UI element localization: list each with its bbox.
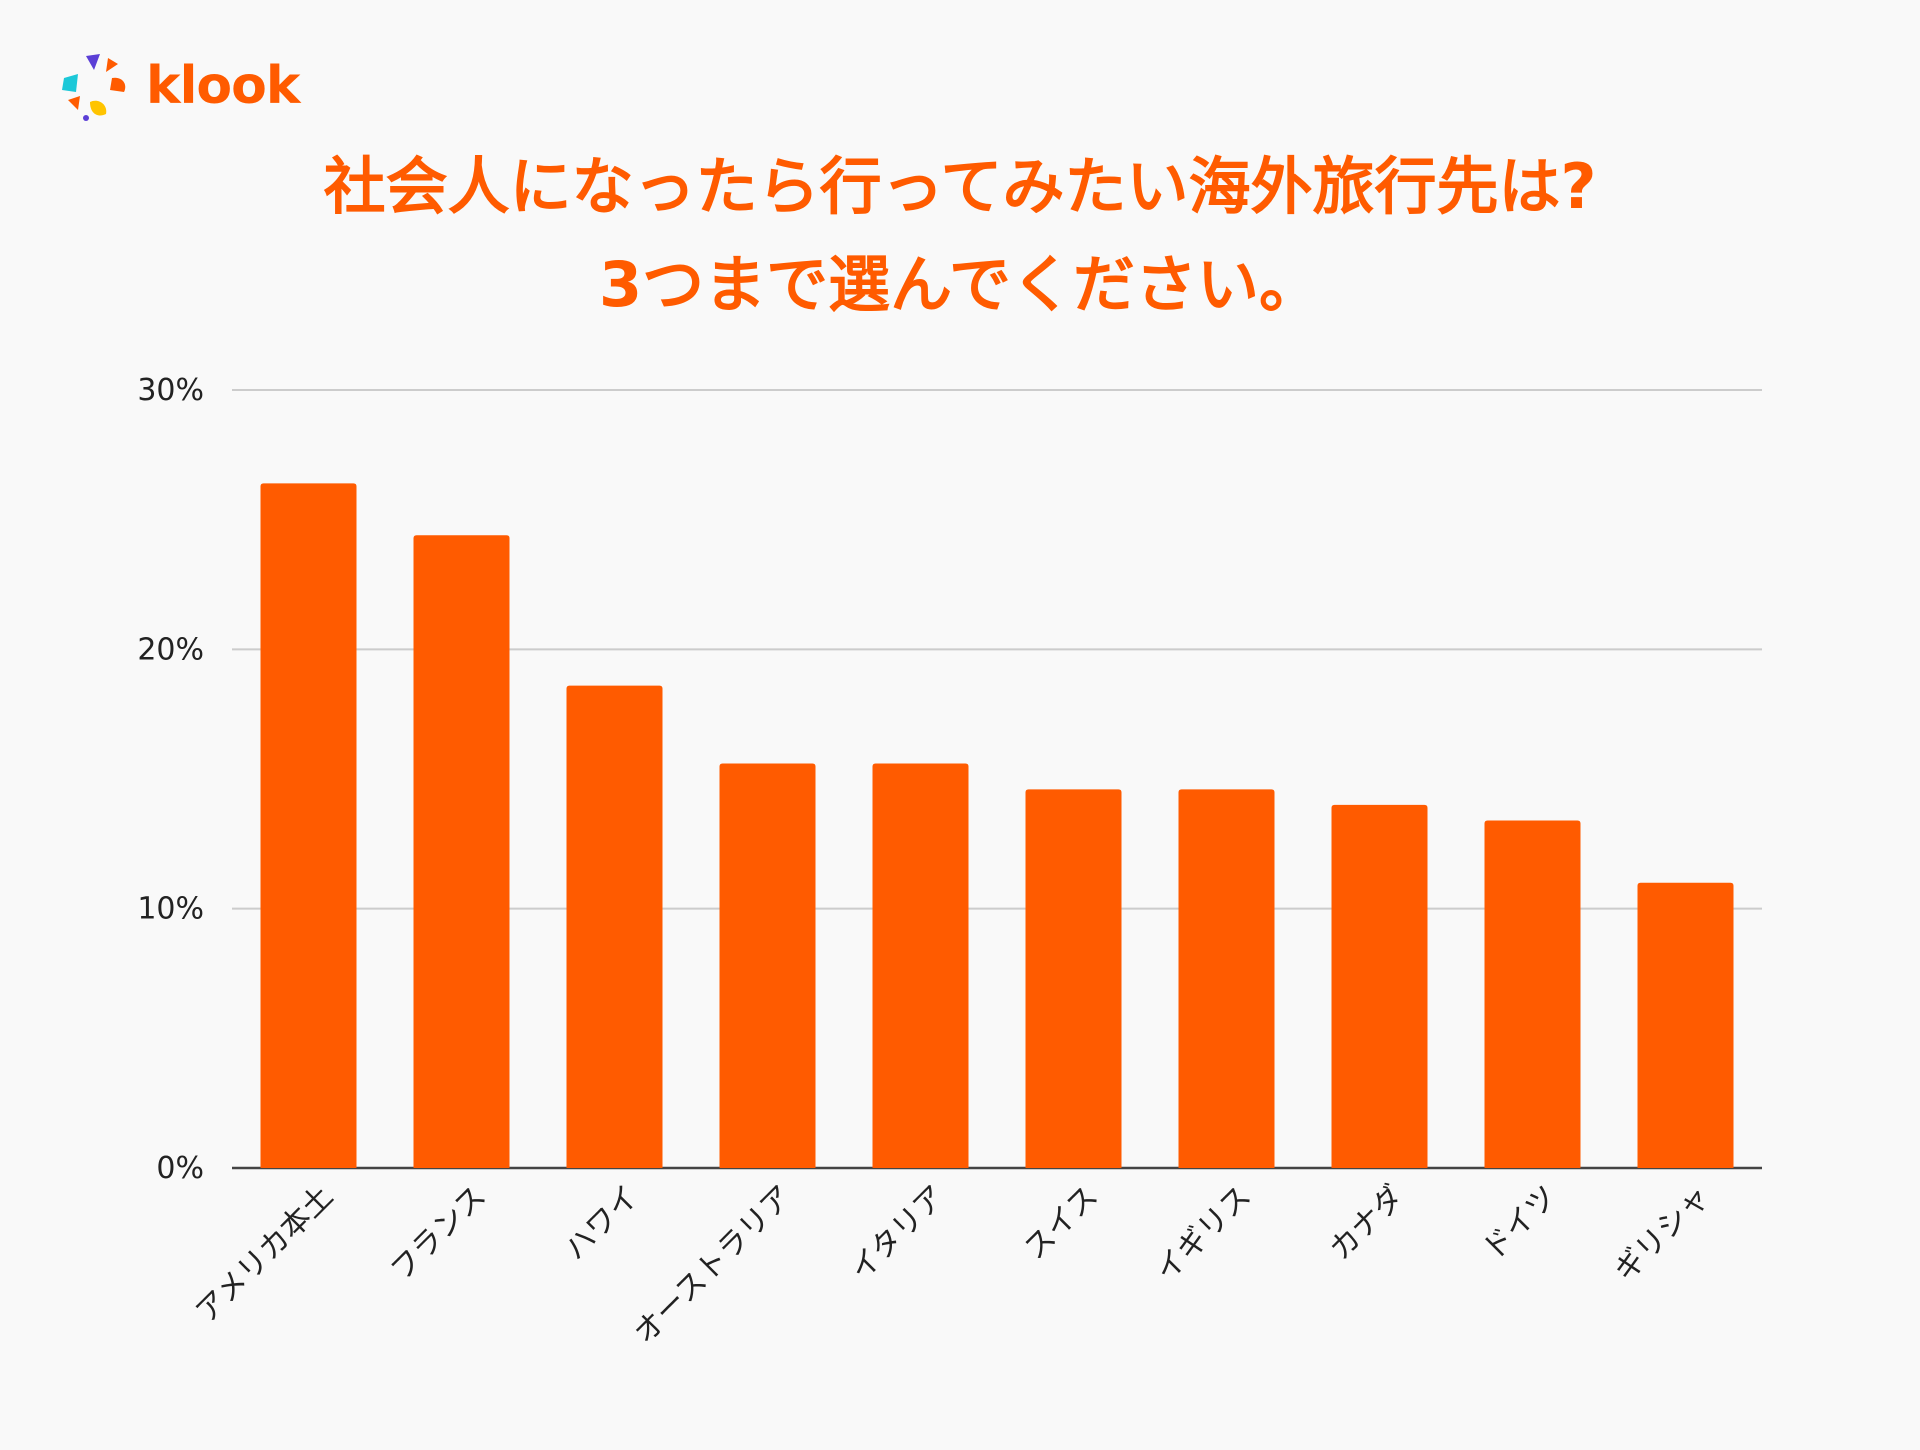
x-tick-label: ドイツ [1476,1179,1564,1267]
x-tick-label: ハワイ [558,1179,646,1267]
y-tick-label: 0% [156,1151,204,1186]
y-tick-label: 10% [137,892,204,927]
x-tick-label: アメリカ本土 [189,1179,340,1330]
chart-title-line-1: 社会人になったら行ってみたい海外旅行先は? [323,150,1597,223]
y-tick-label: 30% [137,373,204,408]
bar [260,483,357,1168]
brand-name: klook [146,56,300,116]
bar [413,535,510,1168]
x-tick-label: カナダ [1323,1179,1411,1267]
x-tick-label: フランス [384,1179,493,1288]
y-axis-ticks: 0% 10% 20% 30% [137,373,204,1186]
brand-logo: klook [56,44,300,128]
bar [1637,882,1734,1168]
chart-title: 社会人になったら行ってみたい海外旅行先は? 3つまで選んでください。 [0,138,1920,334]
bar [719,763,816,1168]
bar [1025,789,1122,1168]
bar [1178,789,1275,1168]
bars [260,483,1734,1168]
bar [872,763,969,1168]
bar [1331,804,1428,1168]
bar [1484,820,1581,1168]
x-tick-label: ギリシャ [1608,1179,1718,1289]
x-tick-label: スイス [1017,1179,1105,1267]
bar [566,685,663,1168]
chart-title-line-2: 3つまで選んでください。 [598,248,1322,321]
y-tick-label: 20% [137,632,204,667]
x-tick-label: イタリア [843,1179,952,1288]
x-tick-label: オーストラリア [627,1179,799,1351]
klook-flower-logo-icon [62,54,126,121]
x-tick-label: イギリス [1149,1179,1259,1289]
